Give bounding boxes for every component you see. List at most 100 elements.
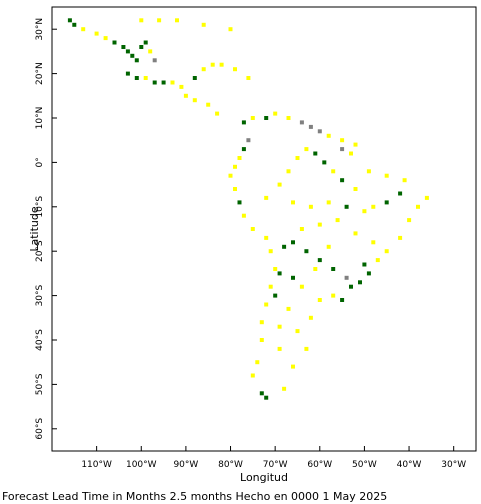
forecast-cell: [371, 204, 376, 209]
forecast-cell: [402, 178, 407, 183]
forecast-cell: [335, 218, 340, 223]
forecast-cell: [175, 18, 179, 23]
latitude-tick-label: 50°S: [35, 373, 45, 395]
forecast-cell: [233, 67, 237, 72]
longitude-tick-label: 40°W: [397, 460, 422, 470]
latitude-tick-label: 0°: [35, 157, 45, 167]
longitude-tick-label: 80°W: [218, 460, 243, 470]
forecast-cell: [366, 169, 371, 174]
forecast-cell: [308, 204, 313, 209]
latitude-tick-label: 60°S: [35, 418, 45, 440]
latitude-tick-label: 30°S: [35, 284, 45, 306]
forecast-cell: [237, 200, 242, 205]
forecast-cell: [161, 80, 166, 85]
forecast-cell: [313, 267, 318, 271]
longitude-tick-label: 50°W: [352, 460, 377, 470]
forecast-cell: [371, 240, 376, 245]
forecast-cell: [143, 76, 148, 80]
forecast-cell: [308, 124, 313, 129]
longitude-tick-label: 90°W: [173, 460, 198, 470]
forecast-cells: [67, 18, 429, 400]
forecast-cell: [353, 187, 358, 191]
forecast-cell: [340, 147, 345, 152]
forecast-cell: [308, 315, 313, 320]
forecast-cell: [424, 195, 429, 200]
forecast-cell: [304, 346, 309, 351]
forecast-cell: [326, 200, 331, 205]
forecast-cell: [179, 84, 184, 89]
latitude-ticks: 30°N 20°N 10°N 0° 10°S 20°S 30°S 40°S 50°S 60°S: [35, 18, 57, 440]
forecast-cell: [295, 156, 300, 160]
forecast-cell: [416, 204, 420, 209]
forecast-cell: [152, 80, 157, 85]
latitude-tick-label: 20°S: [35, 240, 45, 262]
forecast-cell: [291, 275, 295, 280]
forecast-cell: [121, 45, 126, 49]
forecast-cell: [264, 116, 269, 120]
forecast-cell: [277, 324, 282, 329]
forecast-cell: [384, 173, 389, 178]
forecast-cell: [349, 151, 353, 156]
forecast-cell: [353, 231, 358, 236]
forecast-cell: [273, 111, 278, 116]
forecast-cell: [125, 71, 130, 76]
forecast-cell: [241, 120, 246, 125]
forecast-cell: [157, 18, 162, 23]
forecast-cell: [384, 249, 389, 254]
forecast-cell: [134, 58, 139, 63]
forecast-cell: [228, 27, 233, 32]
forecast-cell: [134, 76, 139, 80]
forecast-cell: [81, 27, 86, 32]
latitude-tick-label: 20°N: [35, 62, 45, 85]
forecast-cell: [233, 187, 237, 191]
latitude-tick-label: 30°N: [35, 18, 45, 41]
forecast-cell: [299, 120, 304, 125]
forecast-cell: [112, 40, 117, 45]
forecast-cell: [277, 182, 282, 187]
forecast-cell: [94, 31, 99, 36]
forecast-cell: [384, 200, 389, 205]
forecast-cell: [259, 391, 264, 396]
forecast-cell: [313, 151, 318, 156]
forecast-cell: [340, 298, 345, 302]
forecast-cell: [349, 284, 353, 289]
forecast-cell: [241, 213, 246, 218]
forecast-cell: [358, 280, 362, 285]
forecast-cell: [331, 169, 336, 174]
forecast-cell: [353, 142, 358, 147]
forecast-cell: [259, 338, 264, 342]
forecast-cell: [366, 271, 371, 276]
forecast-cell: [103, 36, 108, 41]
forecast-cell: [295, 329, 300, 334]
forecast-cell: [206, 102, 211, 107]
forecast-cell: [259, 320, 264, 325]
forecast-cell: [201, 67, 206, 72]
forecast-cell: [299, 284, 304, 289]
forecast-cell: [255, 360, 260, 365]
forecast-cell: [317, 298, 322, 302]
forecast-cell: [344, 275, 349, 280]
longitude-tick-label: 60°W: [307, 460, 332, 470]
forecast-cell: [215, 111, 220, 116]
forecast-cell: [233, 164, 237, 169]
forecast-cell: [362, 209, 367, 214]
forecast-cell: [273, 293, 278, 298]
forecast-cell: [291, 240, 295, 245]
forecast-cell: [277, 271, 282, 276]
forecast-cell: [237, 156, 242, 160]
forecast-cell: [250, 116, 255, 120]
forecast-cell: [264, 195, 269, 200]
forecast-cell: [273, 267, 278, 271]
forecast-cell: [246, 138, 251, 143]
forecast-cell: [250, 373, 255, 378]
forecast-cell: [192, 98, 197, 103]
forecast-cell: [228, 173, 233, 178]
forecast-cell: [130, 53, 135, 58]
forecast-cell: [125, 49, 130, 54]
forecast-cell: [326, 133, 331, 138]
forecast-cell: [375, 258, 380, 263]
forecast-cell: [286, 306, 291, 311]
longitude-ticks: 110°W 100°W 90°W 80°W 70°W 60°W 50°W 40°W 30°W: [81, 446, 466, 470]
forecast-cell: [183, 93, 188, 98]
